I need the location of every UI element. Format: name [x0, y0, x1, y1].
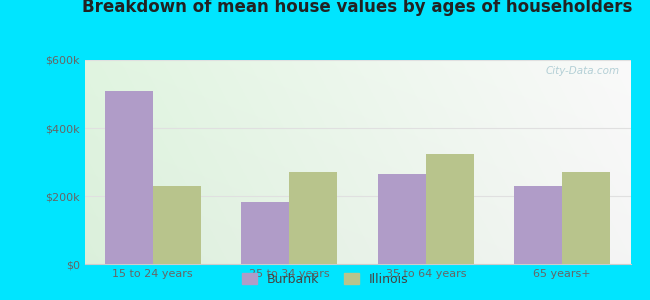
Bar — [153, 187, 200, 264]
Bar — [515, 187, 562, 264]
Legend: Burbank, Illinois: Burbank, Illinois — [237, 268, 413, 291]
Bar — [242, 202, 289, 264]
Bar — [105, 91, 153, 264]
Bar — [289, 172, 337, 264]
Bar — [426, 154, 473, 264]
Bar — [562, 172, 610, 264]
Bar — [378, 174, 426, 264]
Title: Breakdown of mean house values by ages of householders: Breakdown of mean house values by ages o… — [83, 0, 632, 16]
Text: City-Data.com: City-Data.com — [545, 66, 619, 76]
